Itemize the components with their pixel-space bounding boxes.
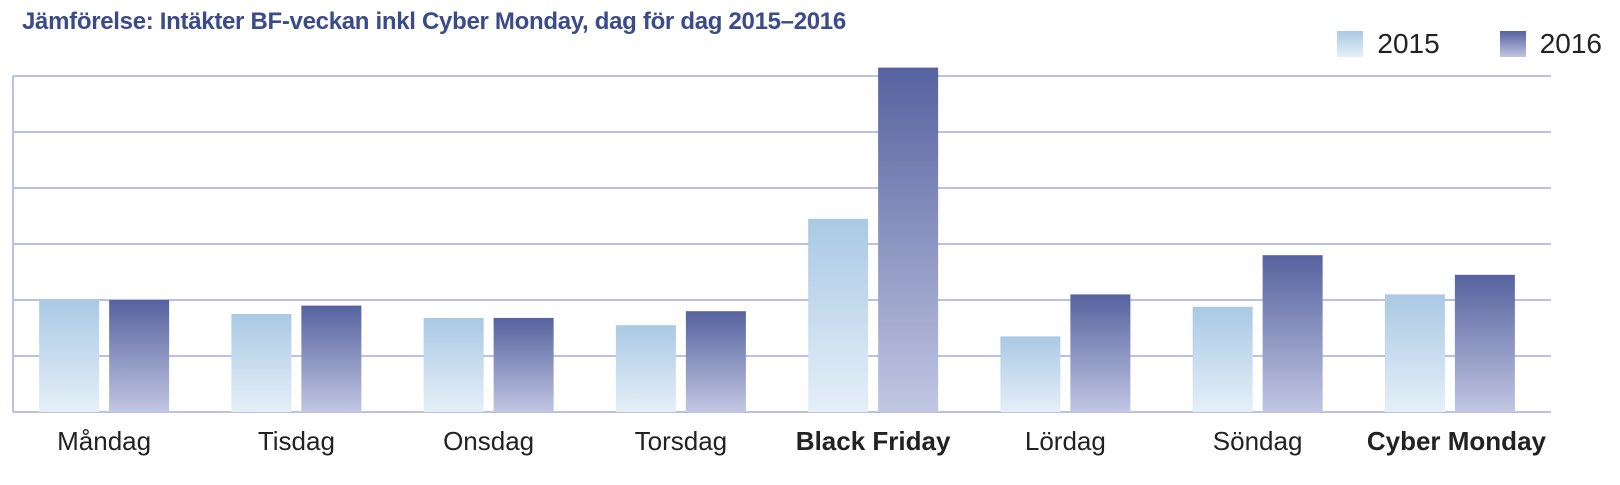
chart-title: Jämförelse: Intäkter BF-veckan inkl Cybe… [22, 8, 846, 35]
x-tick-labels: Måndag Tisdag Onsdag Torsdag Black Friday Lör… [57, 426, 1546, 456]
bar-2015-black-friday [808, 218, 869, 412]
bar-2015-lördag [1000, 336, 1061, 412]
bar-2016-black-friday [878, 67, 939, 412]
legend-item-2016: 2016 [1499, 28, 1602, 60]
x-tick-label: Black Friday [796, 426, 951, 456]
x-tick-label: Måndag [57, 426, 151, 456]
bar-2015-cyber-monday [1384, 294, 1445, 412]
legend-swatch-2015 [1337, 31, 1364, 57]
bar-2015-måndag [39, 300, 100, 412]
x-tick-label: Cyber Monday [1367, 426, 1547, 456]
bar-2016-cyber-monday [1454, 274, 1515, 412]
bar-2015-tisdag [231, 314, 292, 412]
bar-2015-torsdag [615, 325, 676, 412]
bar-2016-onsdag [493, 317, 554, 412]
bar-2016-tisdag [301, 305, 362, 412]
x-tick-label: Lördag [1025, 426, 1106, 456]
legend-label-2016: 2016 [1539, 28, 1602, 59]
bar-2015-onsdag [423, 317, 484, 412]
legend-item-2015: 2015 [1337, 28, 1440, 60]
x-tick-label: Torsdag [635, 426, 728, 456]
x-tick-label: Söndag [1213, 426, 1303, 456]
x-tick-label: Tisdag [258, 426, 335, 456]
bar-2016-måndag [109, 300, 170, 412]
bar-2016-torsdag [685, 311, 746, 412]
legend: 2015 2016 [1337, 28, 1602, 60]
bar-2015-söndag [1192, 306, 1253, 412]
legend-swatch-2016 [1499, 31, 1526, 57]
bar-2016-lördag [1070, 294, 1131, 412]
bar-2016-söndag [1262, 255, 1323, 412]
x-tick-label: Onsdag [443, 426, 534, 456]
legend-label-2015: 2015 [1377, 28, 1440, 59]
